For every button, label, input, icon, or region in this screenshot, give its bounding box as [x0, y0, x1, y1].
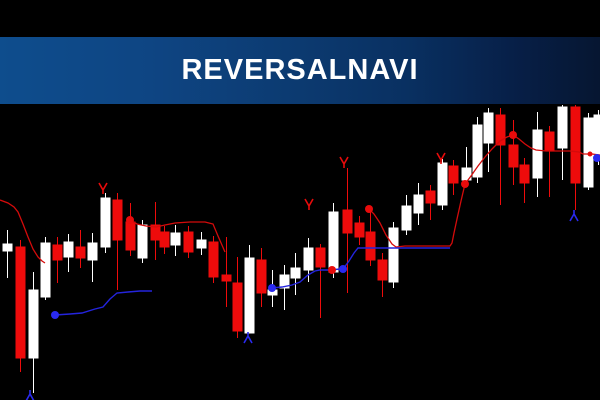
candle-body-bear [365, 231, 376, 261]
blue-signal-dot [268, 284, 276, 292]
candle-body-bull [593, 114, 600, 158]
candle-body-bear [125, 221, 136, 251]
red-indicator-line [129, 219, 226, 253]
title-banner: REVERSALNAVI [0, 37, 600, 104]
blue-signal-dot [593, 154, 600, 162]
candle-body-bull [532, 129, 543, 179]
red-signal-dot [365, 205, 373, 213]
candle-body-bear [495, 114, 506, 146]
red-signal-dot [328, 266, 336, 274]
candle-body-bull [28, 289, 39, 359]
candle-body-bear [342, 209, 353, 234]
candle-body-bear [508, 144, 519, 168]
blue-indicator-line [54, 290, 152, 316]
candle-body-bear [519, 164, 530, 184]
blue-signal-dot [51, 311, 59, 319]
red-signal-dot [587, 151, 593, 157]
buy-arrow-icon [25, 390, 35, 400]
candle-body-bear [544, 131, 555, 151]
buy-arrow-icon [243, 332, 253, 344]
sell-arrow-icon [436, 152, 446, 164]
sell-arrow-icon [339, 156, 349, 168]
candle-body-bear [221, 274, 232, 282]
candle-body-bull [483, 112, 494, 144]
candle-body-bear [183, 231, 194, 253]
red-indicator-line [368, 134, 600, 248]
candle-body-bear [315, 247, 326, 268]
buy-arrow-icon [569, 210, 579, 222]
candle-body-bull [244, 257, 255, 334]
candle-body-bull [303, 247, 314, 271]
candle-body-bull [170, 232, 181, 246]
red-indicator-line [0, 199, 46, 264]
candle-body-bear [52, 244, 63, 261]
red-signal-dot [461, 180, 469, 188]
candle-body-bear [112, 199, 123, 241]
candle-body-bull [100, 197, 111, 248]
candle-body-bear [15, 246, 26, 359]
red-signal-dot [509, 131, 517, 139]
candle-body-bull [472, 124, 483, 178]
candle-body-bear [377, 259, 388, 281]
sell-arrow-icon [98, 182, 108, 194]
candle-body-bull [413, 194, 424, 214]
candle-body-bear [256, 259, 267, 294]
candle-body-bear [75, 246, 86, 259]
candle-body-bear [159, 231, 170, 248]
candle-body-bull [87, 242, 98, 261]
candle-body-bull [388, 227, 399, 283]
candle-body-bull [279, 274, 290, 289]
candle-body-bull [2, 243, 13, 252]
candle-body-bull [401, 205, 412, 231]
sell-arrow-icon [304, 198, 314, 210]
candle-body-bear [425, 190, 436, 204]
candle-body-bull [137, 224, 148, 259]
candle-body-bear [570, 106, 581, 184]
app-title: REVERSALNAVI [181, 54, 419, 86]
candle-body-bull [196, 239, 207, 249]
candle-body-bull [461, 167, 472, 181]
blue-signal-dot [339, 265, 347, 273]
candle-body-bull [63, 241, 74, 258]
candle-body-bear [232, 282, 243, 332]
candle-body-bear [448, 165, 459, 184]
candle-body-bear [354, 222, 365, 238]
candle-body-bull [290, 267, 301, 279]
candle-body-bull [437, 162, 448, 206]
candle-body-bull [557, 106, 568, 149]
candle-body-bear [208, 241, 219, 278]
candle-body-bull [328, 211, 339, 273]
red-signal-dot [126, 216, 134, 224]
candle-body-bull [40, 242, 51, 298]
